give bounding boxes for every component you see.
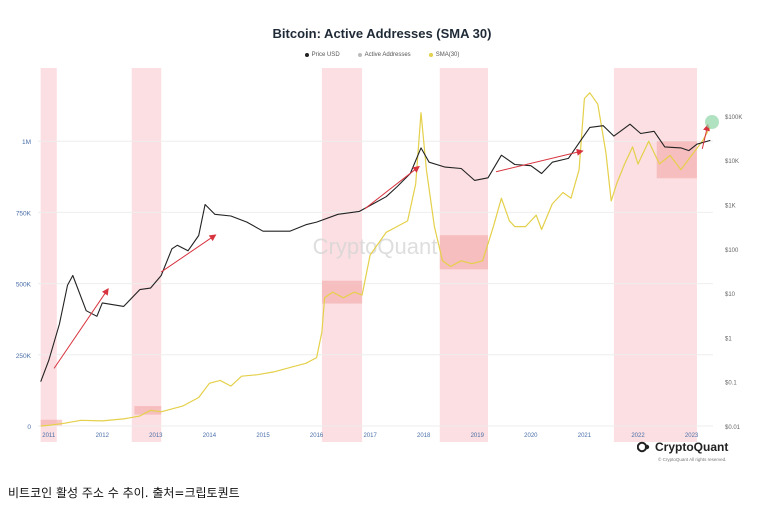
y-right-tick-label: $100 (725, 248, 739, 254)
x-tick-label: 2021 (578, 433, 592, 439)
brand-name: CryptoQuant (655, 440, 729, 454)
brand-logo: CryptoQuant (637, 440, 728, 454)
sma-series-line (40, 92, 711, 427)
x-tick-label: 2020 (524, 433, 538, 439)
x-tick-label: 2015 (256, 433, 270, 439)
trend-arrow (53, 287, 109, 369)
chart-figure: Bitcoin: Active Addresses (SMA 30) Price… (0, 26, 764, 462)
legend-label-active-addresses: Active Addresses (364, 52, 411, 58)
chart-plot: 0 250K 500K 750K 1M $0.01 $0.1 $1 $10 $100 $1K $10K… (16, 68, 742, 442)
chart-legend: Price USD Active Addresses SMA(30) (0, 52, 764, 58)
y-right-tick-label: $1 (725, 336, 732, 342)
x-tick-label: 2013 (149, 433, 163, 439)
y-left-tick-label: 1M (22, 139, 31, 146)
y-left-tick-label: 0 (27, 424, 31, 431)
x-tick-label: 2022 (631, 433, 645, 439)
y-right-tick-label: $100K (725, 115, 742, 121)
highlight-band (613, 68, 697, 442)
watermark: CryptoQuant (313, 234, 438, 259)
highlight-box (40, 419, 63, 426)
y-right-tick-label: $10K (725, 159, 739, 165)
trend-arrow (701, 123, 710, 150)
legend-dot-icon (428, 53, 433, 57)
x-tick-label: 2018 (417, 433, 431, 439)
x-tick-label: 2011 (42, 433, 56, 439)
y-right-tick-label: $0.01 (725, 425, 741, 431)
highlight-band (321, 68, 363, 442)
legend-label-price: Price USD (311, 52, 340, 58)
image-caption: 비트코인 활성 주소 수 추이. 출처=크립토퀀트 (8, 486, 240, 500)
trend-arrow (364, 165, 420, 210)
x-tick-label: 2012 (96, 433, 110, 439)
trend-arrow (160, 234, 217, 273)
x-tick-label: 2019 (471, 433, 485, 439)
y-right-tick-label: $10 (725, 292, 736, 298)
cryptoquant-logo-icon (637, 440, 651, 454)
highlight-band (40, 68, 57, 442)
x-tick-label: 2023 (685, 433, 699, 439)
legend-dot-icon (304, 53, 309, 57)
chart-title: Bitcoin: Active Addresses (SMA 30) (272, 26, 492, 41)
legend-item-price: Price USD (304, 52, 340, 58)
y-right-tick-label: $1K (725, 204, 736, 210)
highlight-box (656, 141, 697, 179)
legend-item-active-addresses: Active Addresses (357, 52, 411, 58)
y-left-tick-label: 250K (16, 353, 32, 360)
brand-copyright: © CryptoQuant All rights reserved. (658, 457, 727, 462)
highlight-box (134, 406, 162, 415)
legend-label-sma: SMA(30) (435, 52, 460, 58)
x-tick-label: 2016 (310, 433, 324, 439)
highlight-box (321, 280, 363, 304)
latest-marker (705, 115, 719, 129)
trend-arrow (495, 148, 584, 173)
highlight-band (131, 68, 162, 442)
x-tick-label: 2014 (203, 433, 217, 439)
highlight-box (439, 235, 488, 270)
legend-item-sma: SMA(30) (428, 52, 460, 58)
y-left-tick-label: 750K (16, 210, 32, 217)
x-tick-label: 2017 (363, 433, 377, 439)
y-right-tick-label: $0.1 (725, 381, 737, 387)
legend-dot-icon (357, 53, 362, 57)
price-series-line (40, 123, 711, 382)
y-left-tick-label: 500K (16, 282, 32, 289)
